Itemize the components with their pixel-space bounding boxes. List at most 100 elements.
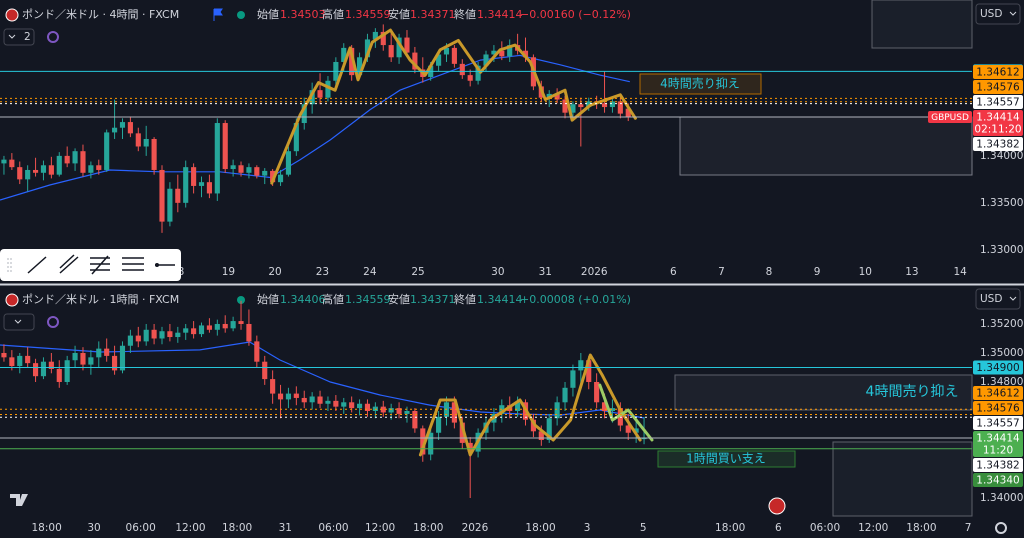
candle-body — [325, 80, 331, 98]
legend-label: 終値 — [454, 293, 476, 306]
indicator-toggle[interactable] — [3, 28, 35, 46]
candle-body — [601, 103, 608, 108]
candle-body — [475, 65, 481, 81]
y-tick-label: 1.35200 — [980, 318, 1023, 330]
flag-icon[interactable] — [213, 8, 223, 21]
candle-body — [214, 323, 220, 330]
moving-average-line — [0, 341, 645, 419]
legend-value: 1.34559 — [345, 293, 391, 306]
candle-body — [436, 416, 442, 433]
annotation-text: 4時間売り抑え — [866, 384, 959, 400]
candle-body — [112, 127, 118, 133]
candle-body — [459, 422, 465, 443]
x-tick-label: 14 — [953, 266, 967, 278]
symbol-tag-bg — [928, 111, 972, 124]
currency: USD — [980, 293, 1002, 305]
trend-drawing — [598, 383, 654, 442]
zone-box — [871, 0, 973, 49]
event-icon[interactable] — [768, 497, 786, 515]
indicator-icon[interactable] — [47, 31, 59, 43]
candle-body — [119, 122, 126, 128]
settings-icon[interactable] — [995, 522, 1007, 534]
x-tick-label: 12:00 — [858, 522, 888, 534]
tool-channel[interactable] — [59, 254, 79, 274]
x-tick-label: 06:00 — [126, 522, 156, 534]
tool-levels[interactable] — [122, 257, 144, 271]
currency-select[interactable] — [975, 288, 1021, 310]
x-tick-label: 06:00 — [810, 522, 840, 534]
candle-body — [1, 352, 7, 358]
candle-body — [127, 335, 133, 346]
candle-body — [175, 188, 181, 203]
market-status — [237, 296, 245, 304]
candle-body — [530, 419, 536, 432]
x-tick-label: 18:00 — [31, 522, 61, 534]
candle-body — [396, 408, 402, 414]
y-tick-label: 1.34000 — [980, 150, 1023, 162]
symbol-tag: GBPUSD — [931, 113, 969, 123]
candle-body — [609, 408, 616, 411]
candle-body — [293, 123, 299, 152]
symbol-title[interactable]: ポンド／米ドル · 1時間 · FXCM — [22, 293, 179, 306]
candle-body — [214, 123, 220, 194]
indicator-icon[interactable] — [47, 316, 59, 328]
candle-body — [483, 54, 489, 66]
candle-body — [309, 396, 315, 403]
candle-body — [277, 393, 284, 400]
y-tick-label: 1.34800 — [980, 376, 1023, 388]
candle-body — [191, 328, 197, 335]
candle-body — [609, 101, 616, 108]
indicator-toggle[interactable] — [3, 313, 35, 331]
candle-body — [246, 323, 252, 342]
legend-value: 1.34414 — [477, 8, 523, 21]
price-label-bg — [973, 385, 1023, 400]
candle-body — [72, 352, 78, 361]
candle-body — [467, 442, 473, 452]
candle-body — [254, 167, 260, 176]
chevron-icon — [1009, 296, 1017, 301]
price-label-bg — [973, 95, 1023, 110]
candle-body — [443, 47, 450, 55]
candle-body — [167, 188, 173, 222]
candle-body — [151, 329, 157, 339]
price-label-bg — [973, 430, 1023, 457]
legend-value: 1.34559 — [345, 8, 391, 21]
candle-body — [633, 428, 639, 433]
moving-average-line — [0, 54, 630, 201]
candle-body — [17, 355, 23, 367]
x-tick-label: 9 — [814, 266, 821, 278]
price-label: 1.34340 — [976, 474, 1019, 486]
candle-body — [32, 169, 39, 173]
candle-body — [507, 45, 513, 57]
candle-body — [404, 410, 410, 414]
candle-body — [293, 393, 299, 398]
candle-body — [586, 101, 592, 108]
x-tick-label: 6 — [775, 522, 782, 534]
zone-box — [674, 374, 973, 411]
annotation-box — [657, 450, 796, 468]
candle-body — [80, 352, 86, 365]
candle-body — [594, 381, 600, 403]
drawing-toolbar — [0, 249, 181, 281]
tool-trendline[interactable] — [27, 256, 47, 274]
trend-drawing — [418, 353, 642, 457]
symbol-title[interactable]: ポンド／米ドル · 4時間 · FXCM — [22, 8, 179, 21]
candle-body — [238, 165, 244, 173]
x-tick-label: 6 — [670, 266, 677, 278]
price-label: 1.34612 — [976, 67, 1019, 79]
y-tick-label: 1.34000 — [980, 492, 1023, 504]
indicator-count: 2 — [24, 31, 31, 43]
candle-body — [388, 45, 394, 58]
candle-body — [143, 329, 149, 342]
candle-body — [104, 132, 110, 170]
candle-body — [372, 31, 378, 40]
candle-body — [285, 393, 292, 400]
candle-body — [451, 402, 457, 423]
candle-body — [546, 93, 552, 98]
candle-body — [64, 155, 70, 164]
candle-body — [222, 123, 228, 170]
price-label-bg — [973, 472, 1023, 487]
logo[interactable] — [10, 494, 28, 506]
tool-fib[interactable] — [90, 255, 110, 275]
currency-select[interactable] — [975, 3, 1021, 25]
